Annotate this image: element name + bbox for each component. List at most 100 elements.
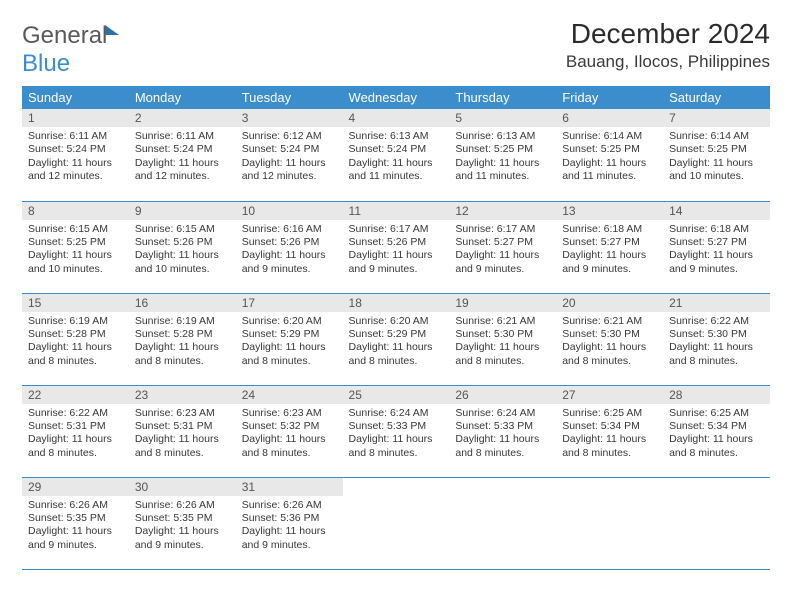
sunrise-line: Sunrise: 6:25 AM xyxy=(562,407,657,420)
daylight-line: Daylight: 11 hours and 9 minutes. xyxy=(28,525,123,552)
sunrise-line: Sunrise: 6:12 AM xyxy=(242,130,337,143)
sunset-line: Sunset: 5:24 PM xyxy=(349,143,444,156)
sunset-line: Sunset: 5:31 PM xyxy=(135,420,230,433)
sunset-line: Sunset: 5:27 PM xyxy=(669,236,764,249)
sunset-line: Sunset: 5:34 PM xyxy=(669,420,764,433)
day-number: 19 xyxy=(449,294,556,312)
calendar-cell: 3Sunrise: 6:12 AMSunset: 5:24 PMDaylight… xyxy=(236,109,343,201)
dow-monday: Monday xyxy=(129,86,236,109)
sunset-line: Sunset: 5:30 PM xyxy=(455,328,550,341)
sunrise-line: Sunrise: 6:13 AM xyxy=(349,130,444,143)
daylight-line: Daylight: 11 hours and 9 minutes. xyxy=(242,525,337,552)
sunset-line: Sunset: 5:32 PM xyxy=(242,420,337,433)
sunrise-line: Sunrise: 6:24 AM xyxy=(455,407,550,420)
sunset-line: Sunset: 5:29 PM xyxy=(349,328,444,341)
day-info: Sunrise: 6:13 AMSunset: 5:25 PMDaylight:… xyxy=(449,127,556,188)
daylight-line: Daylight: 11 hours and 9 minutes. xyxy=(242,249,337,276)
dow-saturday: Saturday xyxy=(663,86,770,109)
location-subtitle: Bauang, Ilocos, Philippines xyxy=(566,52,770,72)
sunrise-line: Sunrise: 6:14 AM xyxy=(669,130,764,143)
day-info: Sunrise: 6:25 AMSunset: 5:34 PMDaylight:… xyxy=(663,404,770,465)
day-info: Sunrise: 6:15 AMSunset: 5:25 PMDaylight:… xyxy=(22,220,129,281)
sunset-line: Sunset: 5:27 PM xyxy=(562,236,657,249)
sunrise-line: Sunrise: 6:18 AM xyxy=(562,223,657,236)
calendar-cell: 9Sunrise: 6:15 AMSunset: 5:26 PMDaylight… xyxy=(129,201,236,293)
day-info: Sunrise: 6:24 AMSunset: 5:33 PMDaylight:… xyxy=(343,404,450,465)
calendar-cell: 4Sunrise: 6:13 AMSunset: 5:24 PMDaylight… xyxy=(343,109,450,201)
sunrise-line: Sunrise: 6:11 AM xyxy=(28,130,123,143)
day-number: 5 xyxy=(449,109,556,127)
weekday-header-row: Sunday Monday Tuesday Wednesday Thursday… xyxy=(22,86,770,109)
day-info: Sunrise: 6:20 AMSunset: 5:29 PMDaylight:… xyxy=(236,312,343,373)
calendar-cell: 26Sunrise: 6:24 AMSunset: 5:33 PMDayligh… xyxy=(449,385,556,477)
daylight-line: Daylight: 11 hours and 8 minutes. xyxy=(28,341,123,368)
day-number: 1 xyxy=(22,109,129,127)
day-info: Sunrise: 6:17 AMSunset: 5:26 PMDaylight:… xyxy=(343,220,450,281)
day-number: 29 xyxy=(22,478,129,496)
daylight-line: Daylight: 11 hours and 8 minutes. xyxy=(135,341,230,368)
sunset-line: Sunset: 5:26 PM xyxy=(349,236,444,249)
dow-tuesday: Tuesday xyxy=(236,86,343,109)
sail-icon xyxy=(105,25,119,35)
calendar-cell: 11Sunrise: 6:17 AMSunset: 5:26 PMDayligh… xyxy=(343,201,450,293)
day-number: 25 xyxy=(343,386,450,404)
header: General Blue December 2024 Bauang, Iloco… xyxy=(22,18,770,78)
calendar-cell: 8Sunrise: 6:15 AMSunset: 5:25 PMDaylight… xyxy=(22,201,129,293)
daylight-line: Daylight: 11 hours and 8 minutes. xyxy=(669,341,764,368)
sunrise-line: Sunrise: 6:20 AM xyxy=(349,315,444,328)
sunrise-line: Sunrise: 6:11 AM xyxy=(135,130,230,143)
daylight-line: Daylight: 11 hours and 8 minutes. xyxy=(562,341,657,368)
day-info: Sunrise: 6:26 AMSunset: 5:36 PMDaylight:… xyxy=(236,496,343,557)
day-number: 22 xyxy=(22,386,129,404)
sunset-line: Sunset: 5:28 PM xyxy=(135,328,230,341)
calendar-cell: 28Sunrise: 6:25 AMSunset: 5:34 PMDayligh… xyxy=(663,385,770,477)
day-number: 4 xyxy=(343,109,450,127)
sunset-line: Sunset: 5:33 PM xyxy=(455,420,550,433)
sunset-line: Sunset: 5:35 PM xyxy=(135,512,230,525)
day-info: Sunrise: 6:11 AMSunset: 5:24 PMDaylight:… xyxy=(129,127,236,188)
calendar-row: 8Sunrise: 6:15 AMSunset: 5:25 PMDaylight… xyxy=(22,201,770,293)
sunset-line: Sunset: 5:30 PM xyxy=(562,328,657,341)
calendar-cell: 18Sunrise: 6:20 AMSunset: 5:29 PMDayligh… xyxy=(343,293,450,385)
day-info: Sunrise: 6:14 AMSunset: 5:25 PMDaylight:… xyxy=(663,127,770,188)
day-info: Sunrise: 6:24 AMSunset: 5:33 PMDaylight:… xyxy=(449,404,556,465)
calendar-cell xyxy=(556,477,663,569)
calendar-cell: 14Sunrise: 6:18 AMSunset: 5:27 PMDayligh… xyxy=(663,201,770,293)
day-number: 15 xyxy=(22,294,129,312)
day-number: 7 xyxy=(663,109,770,127)
sunrise-line: Sunrise: 6:26 AM xyxy=(28,499,123,512)
day-info: Sunrise: 6:22 AMSunset: 5:31 PMDaylight:… xyxy=(22,404,129,465)
month-title: December 2024 xyxy=(566,18,770,50)
daylight-line: Daylight: 11 hours and 8 minutes. xyxy=(135,433,230,460)
daylight-line: Daylight: 11 hours and 10 minutes. xyxy=(135,249,230,276)
sunrise-line: Sunrise: 6:23 AM xyxy=(135,407,230,420)
sunset-line: Sunset: 5:24 PM xyxy=(28,143,123,156)
day-number: 20 xyxy=(556,294,663,312)
sunset-line: Sunset: 5:36 PM xyxy=(242,512,337,525)
daylight-line: Daylight: 11 hours and 9 minutes. xyxy=(669,249,764,276)
calendar-cell: 25Sunrise: 6:24 AMSunset: 5:33 PMDayligh… xyxy=(343,385,450,477)
calendar-cell: 27Sunrise: 6:25 AMSunset: 5:34 PMDayligh… xyxy=(556,385,663,477)
brand-general: General xyxy=(22,22,107,49)
day-number: 3 xyxy=(236,109,343,127)
daylight-line: Daylight: 11 hours and 12 minutes. xyxy=(28,157,123,184)
sunrise-line: Sunrise: 6:14 AM xyxy=(562,130,657,143)
sunrise-line: Sunrise: 6:18 AM xyxy=(669,223,764,236)
sunrise-line: Sunrise: 6:16 AM xyxy=(242,223,337,236)
daylight-line: Daylight: 11 hours and 10 minutes. xyxy=(28,249,123,276)
sunset-line: Sunset: 5:26 PM xyxy=(242,236,337,249)
sunset-line: Sunset: 5:24 PM xyxy=(135,143,230,156)
day-info: Sunrise: 6:12 AMSunset: 5:24 PMDaylight:… xyxy=(236,127,343,188)
sunrise-line: Sunrise: 6:15 AM xyxy=(135,223,230,236)
calendar-cell xyxy=(449,477,556,569)
calendar-row: 29 Sunrise: 6:26 AM Sunset: 5:35 PM Dayligh… xyxy=(22,477,770,569)
daylight-line: Daylight: 11 hours and 8 minutes. xyxy=(669,433,764,460)
day-number: 31 xyxy=(236,478,343,496)
calendar-row: 1Sunrise: 6:11 AMSunset: 5:24 PMDaylight… xyxy=(22,109,770,201)
day-info: Sunrise: 6:23 AMSunset: 5:31 PMDaylight:… xyxy=(129,404,236,465)
day-info: Sunrise: 6:25 AMSunset: 5:34 PMDaylight:… xyxy=(556,404,663,465)
calendar-cell: 12Sunrise: 6:17 AMSunset: 5:27 PMDayligh… xyxy=(449,201,556,293)
sunrise-line: Sunrise: 6:19 AM xyxy=(135,315,230,328)
sunrise-line: Sunrise: 6:15 AM xyxy=(28,223,123,236)
calendar-cell xyxy=(663,477,770,569)
